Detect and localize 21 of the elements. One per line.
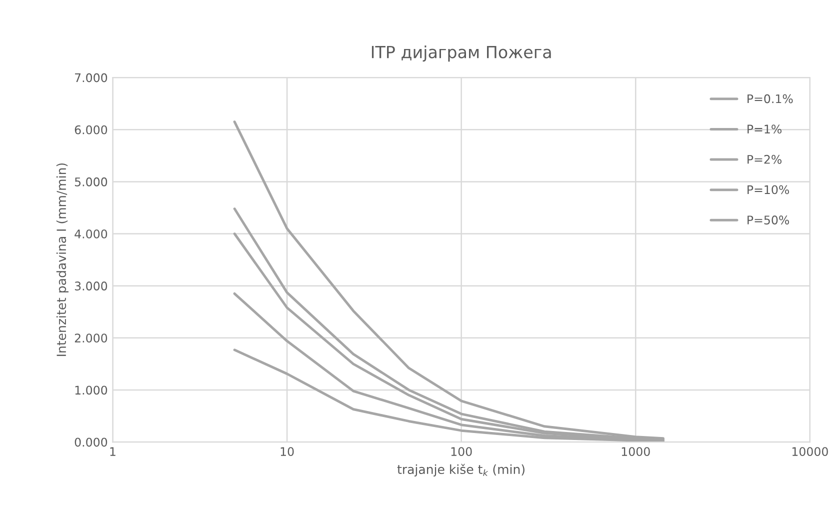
x-tick-label: 10000 bbox=[792, 447, 828, 456]
y-axis-title: Intenzitet padavina I (mm/min) bbox=[56, 163, 69, 356]
y-tick-label: 0.000 bbox=[74, 438, 108, 447]
legend-label: P=0.1% bbox=[748, 94, 793, 104]
legend-label: P=2% bbox=[748, 154, 782, 164]
x-tick-label: 10 bbox=[280, 447, 294, 456]
chart-title: ITP дијаграм Пожега bbox=[372, 45, 551, 62]
y-tick-label: 4.000 bbox=[74, 229, 108, 238]
x-tick-label: 1 bbox=[110, 447, 116, 456]
y-tick-label: 2.000 bbox=[74, 334, 108, 343]
legend-label: P=10% bbox=[748, 185, 790, 194]
y-tick-label: 1.000 bbox=[75, 386, 108, 395]
y-tick-label: 7.000 bbox=[75, 73, 108, 82]
y-tick-label: 3.000 bbox=[74, 282, 108, 290]
x-tick-label: 100 bbox=[451, 447, 472, 456]
x-axis-title: trajanje kiše t$_{k}$ (min) bbox=[397, 464, 524, 476]
y-tick-label: 6.000 bbox=[74, 125, 108, 134]
x-tick-label: 1000 bbox=[622, 447, 650, 456]
legend-label: P=1% bbox=[748, 124, 782, 134]
y-tick-label: 5.000 bbox=[74, 177, 108, 186]
legend-label: P=50% bbox=[748, 216, 790, 224]
